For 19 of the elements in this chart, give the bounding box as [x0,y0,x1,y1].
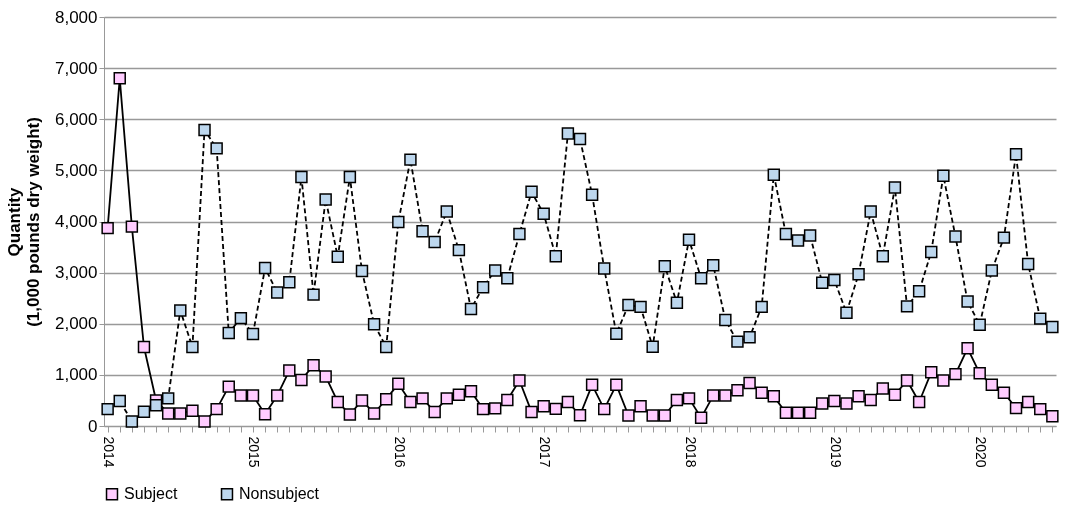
x-tick-label: 2017 [537,436,554,468]
y-tick-label: 5,000 [54,160,98,180]
x-tick-label: 2016 [391,436,408,468]
y-axis-title: Quantity (1,000 pounds dry weight) [4,117,43,327]
y-tick-label: 1,000 [54,365,98,385]
x-tick-label: 2020 [973,436,990,468]
y-tick-label: 6,000 [54,109,98,129]
y-tick-label: 2,000 [54,314,98,334]
y-tick-label: 8,000 [54,7,98,27]
x-tick-label: 2019 [827,436,844,468]
y-tick-label: 0 [88,416,98,436]
legend-label: Nonsubject [239,485,320,503]
legend-label: Subject [124,485,178,503]
y-tick-label: 7,000 [54,58,98,78]
x-tick-label: 2014 [101,436,118,468]
y-tick-label: 4,000 [54,212,98,231]
y-tick-label: 3,000 [54,263,98,283]
x-tick-label: 2018 [682,436,699,468]
x-tick-label: 2015 [246,436,263,468]
